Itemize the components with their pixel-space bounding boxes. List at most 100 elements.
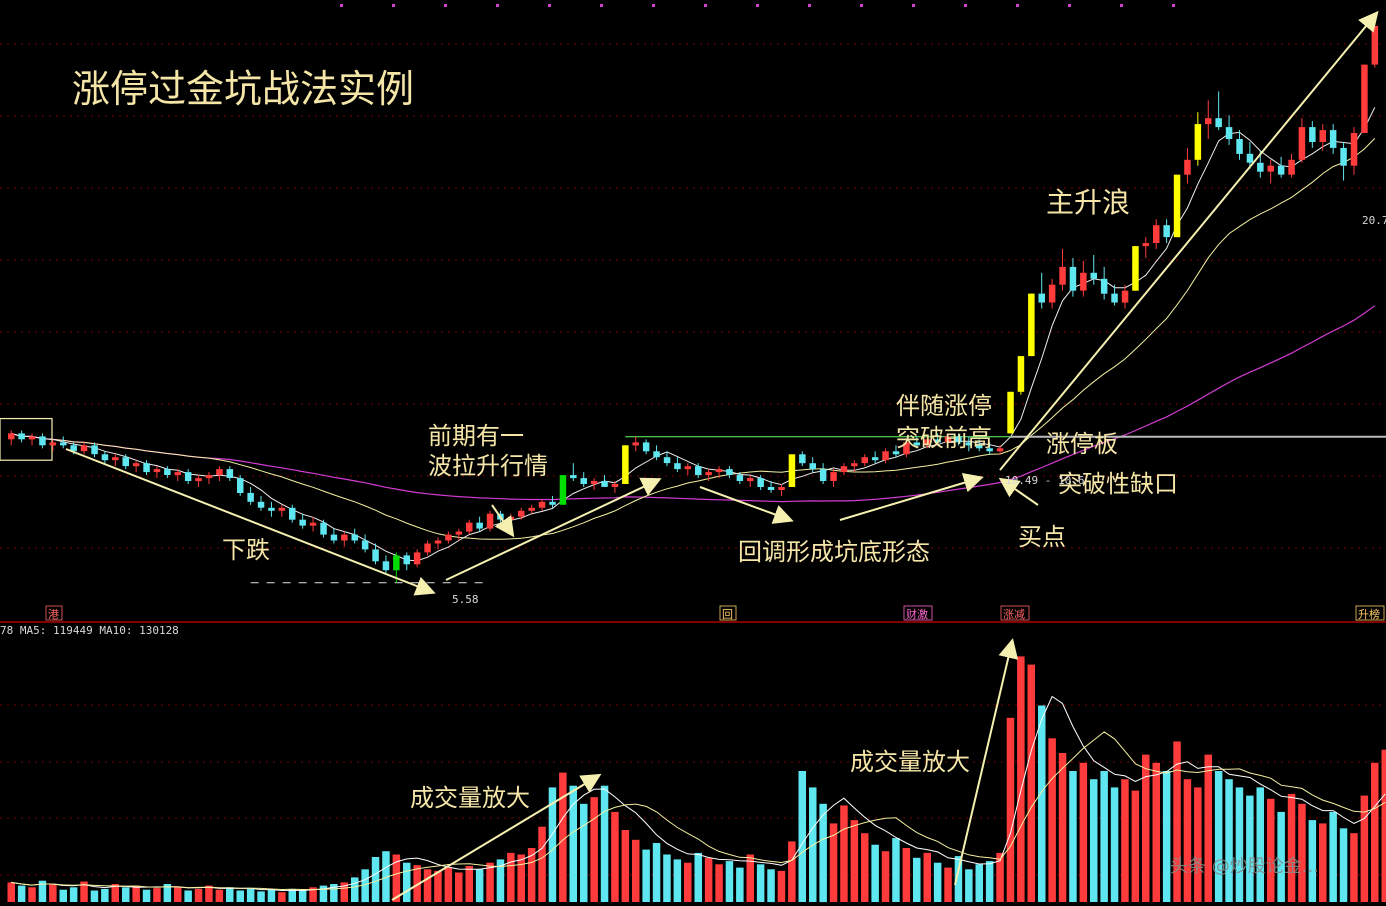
volume-bar: [632, 839, 640, 902]
volume-bar: [652, 843, 661, 902]
event-badge-frame: [1000, 605, 1030, 621]
candle-body: [684, 466, 692, 470]
volume-bar: [153, 888, 161, 902]
volume-bar: [1110, 787, 1119, 902]
volume-bar: [413, 865, 421, 902]
candle-body: [132, 463, 140, 467]
volume-bar: [1298, 803, 1306, 903]
candle-body: [830, 472, 837, 481]
volume-bar: [673, 859, 682, 902]
volume-bar: [174, 887, 182, 902]
label-main-wave: 主升浪: [1046, 186, 1130, 219]
candle-body: [518, 510, 525, 517]
candle-body: [195, 478, 202, 482]
candle-body: [403, 555, 410, 565]
candle-body: [570, 475, 577, 479]
volume-bar: [1017, 656, 1025, 902]
candle-body: [1059, 266, 1066, 285]
volume-bar: [1006, 717, 1015, 902]
candle-body: [382, 561, 390, 571]
candle-body: [695, 466, 702, 476]
candle-body: [705, 472, 712, 476]
volume-bar: [1090, 779, 1098, 902]
candle-body: [715, 469, 723, 473]
volume-bar: [580, 803, 588, 903]
volume-bar: [319, 885, 328, 902]
candle-body: [622, 445, 629, 484]
volume-bar: [361, 869, 369, 903]
volume-bar: [278, 892, 286, 902]
volume-bar: [715, 864, 723, 902]
top-dot: [340, 4, 343, 7]
candle-body: [1361, 64, 1368, 133]
volume-bar: [69, 887, 78, 902]
top-dot: [808, 4, 811, 7]
volume-bar: [788, 841, 796, 902]
volume-bar: [902, 848, 911, 902]
candle-body: [767, 487, 775, 490]
volume-bar: [236, 890, 244, 902]
volume-bar: [17, 885, 26, 902]
volume-bar: [1183, 779, 1192, 902]
candle-body: [80, 445, 88, 452]
candle-body: [840, 466, 848, 473]
event-badge-frame: [719, 605, 737, 621]
highlight-box: [0, 417, 53, 461]
volume-bar: [767, 869, 775, 903]
volume-bar: [1235, 787, 1244, 902]
candle-body: [486, 513, 494, 529]
volume-bar: [507, 852, 515, 902]
top-dot: [860, 4, 863, 7]
candle-body: [955, 436, 962, 443]
candle-body: [976, 445, 983, 449]
candle-body: [1225, 127, 1233, 139]
candle-body: [1184, 159, 1191, 175]
event-badge: 港: [48, 608, 59, 621]
top-dot: [964, 4, 967, 7]
volume-bar: [7, 882, 15, 902]
top-dot: [1172, 4, 1175, 7]
volume-bar: [840, 805, 848, 902]
volume-bar: [996, 852, 1004, 902]
label-breakout-2: 突破前高: [896, 424, 992, 452]
candle-body: [1205, 118, 1212, 125]
candle-body: [538, 501, 546, 508]
volume-bar: [1131, 790, 1140, 902]
candle-body: [549, 501, 556, 505]
volume-bar: [1225, 779, 1233, 902]
candle-body: [476, 522, 483, 529]
candle-body: [216, 469, 223, 475]
candle-body: [1298, 127, 1306, 160]
volume-bar: [1214, 771, 1223, 902]
candle-body: [309, 522, 317, 526]
candle-body: [642, 442, 650, 452]
ma60-line: [11, 305, 1376, 503]
volume-ma-lines: [11, 695, 1386, 892]
top-dot: [1068, 4, 1071, 7]
volume-bar: [288, 888, 296, 902]
volume-bar: [142, 889, 151, 902]
pullback-arrow-1: [699, 486, 794, 524]
volume-bar: [756, 864, 765, 902]
candle-body: [205, 475, 213, 479]
buy-point-arrow: [998, 477, 1039, 506]
candle-body: [1038, 293, 1045, 303]
label-low-price: 5.58: [452, 593, 479, 606]
volume-bar: [1027, 664, 1035, 902]
candle-body: [996, 448, 1004, 452]
label-volume-up-2: 成交量放大: [850, 748, 970, 776]
volume-bar: [829, 823, 838, 902]
candle-body: [882, 451, 889, 461]
candle-body: [424, 543, 431, 553]
candle-body: [528, 507, 535, 511]
candle-body: [1329, 130, 1337, 148]
rally-pointer-arrow: [491, 504, 515, 538]
candle-body: [1153, 225, 1160, 243]
volume-bar: [1371, 762, 1379, 902]
volume-bar: [1204, 754, 1212, 902]
volume-bar: [340, 882, 348, 902]
candle-body: [653, 451, 660, 458]
candlesticks: [8, 25, 1379, 583]
candle-body: [611, 484, 619, 487]
candle-body: [1288, 159, 1295, 175]
